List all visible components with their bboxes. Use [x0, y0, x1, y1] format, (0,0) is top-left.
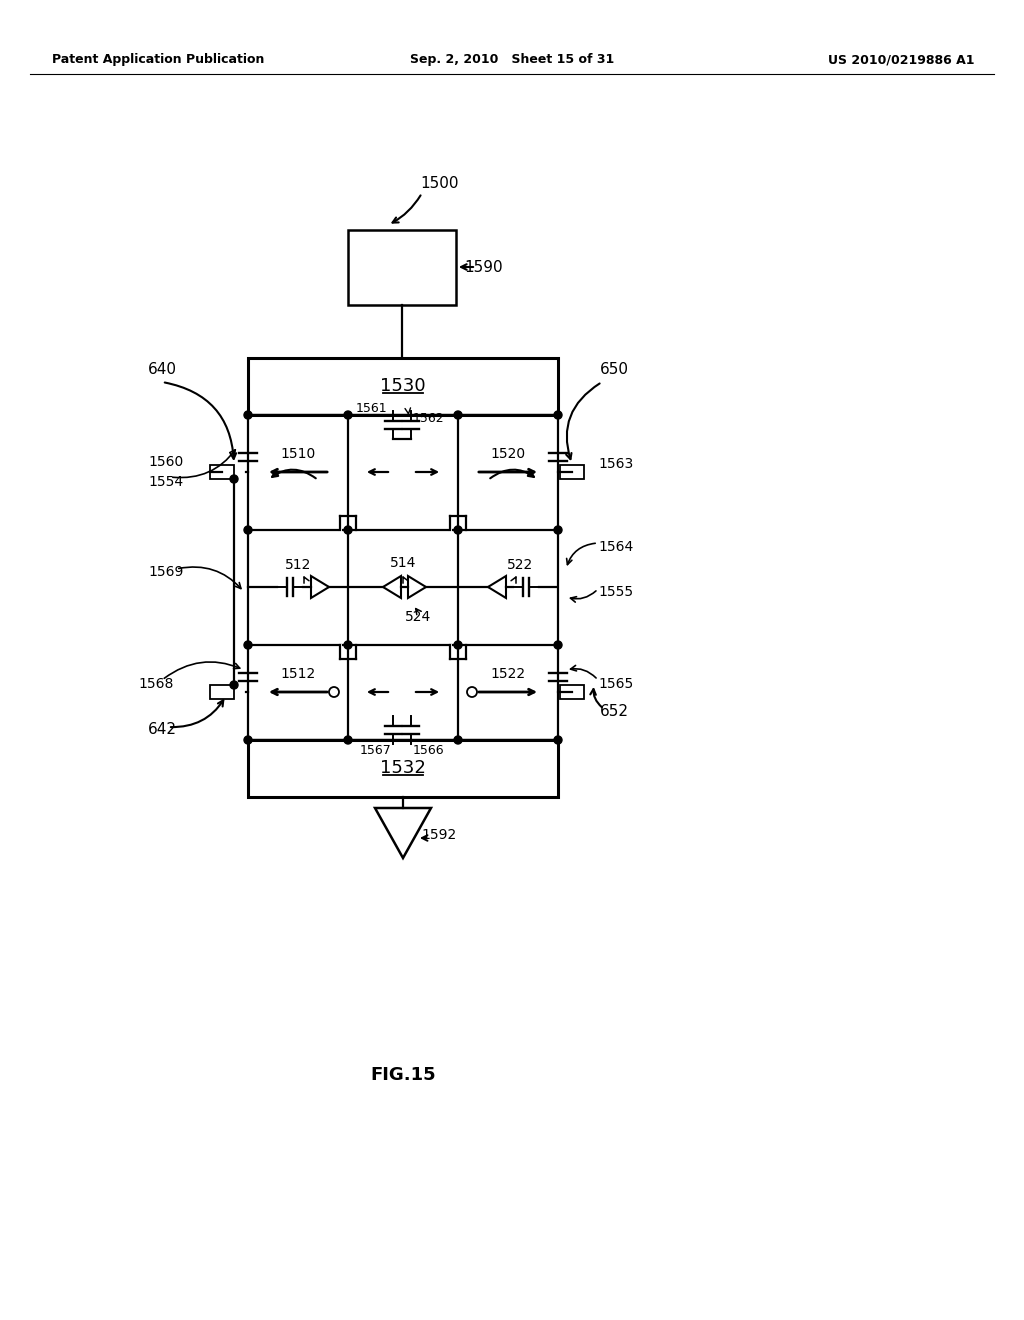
Text: 1500: 1500 [420, 176, 459, 190]
Circle shape [554, 525, 562, 535]
Circle shape [344, 642, 352, 649]
Circle shape [467, 686, 477, 697]
Text: 1564: 1564 [598, 540, 633, 554]
Text: 1560: 1560 [148, 455, 183, 469]
FancyBboxPatch shape [248, 741, 558, 797]
Circle shape [244, 411, 252, 418]
Text: 524: 524 [404, 610, 431, 624]
Circle shape [454, 737, 462, 744]
Circle shape [244, 642, 252, 649]
Text: 514: 514 [390, 556, 416, 570]
Text: 1555: 1555 [598, 585, 633, 599]
Text: 1530: 1530 [380, 378, 426, 395]
FancyBboxPatch shape [348, 230, 456, 305]
Text: 642: 642 [148, 722, 177, 738]
FancyBboxPatch shape [560, 465, 584, 479]
Text: 1510: 1510 [281, 447, 315, 461]
Text: 512: 512 [285, 558, 311, 572]
Text: 1565: 1565 [598, 677, 633, 690]
Text: 1512: 1512 [281, 667, 315, 681]
Text: 1563: 1563 [598, 457, 633, 471]
Text: 1592: 1592 [421, 828, 457, 842]
Circle shape [344, 737, 352, 744]
Text: FIG.15: FIG.15 [371, 1067, 436, 1084]
Text: 1568: 1568 [138, 677, 173, 690]
Circle shape [344, 411, 352, 418]
FancyBboxPatch shape [210, 685, 234, 700]
Text: 652: 652 [600, 705, 629, 719]
Text: 640: 640 [148, 363, 177, 378]
Circle shape [454, 411, 462, 418]
Circle shape [554, 737, 562, 744]
Circle shape [230, 475, 238, 483]
Text: 1562: 1562 [413, 412, 444, 425]
Circle shape [344, 525, 352, 535]
Circle shape [554, 642, 562, 649]
FancyBboxPatch shape [248, 358, 558, 414]
Circle shape [230, 681, 238, 689]
Text: 1520: 1520 [490, 447, 525, 461]
FancyBboxPatch shape [560, 685, 584, 700]
Text: 522: 522 [507, 558, 534, 572]
Circle shape [454, 525, 462, 535]
Text: Patent Application Publication: Patent Application Publication [52, 54, 264, 66]
Circle shape [244, 525, 252, 535]
Text: 1590: 1590 [464, 260, 503, 275]
Circle shape [244, 737, 252, 744]
Text: 650: 650 [600, 363, 629, 378]
Text: US 2010/0219886 A1: US 2010/0219886 A1 [828, 54, 975, 66]
Text: 1569: 1569 [148, 565, 183, 579]
Text: 1554: 1554 [148, 475, 183, 488]
Text: 1561: 1561 [355, 403, 387, 416]
FancyBboxPatch shape [210, 465, 234, 479]
Circle shape [454, 642, 462, 649]
Text: Sep. 2, 2010   Sheet 15 of 31: Sep. 2, 2010 Sheet 15 of 31 [410, 54, 614, 66]
Circle shape [554, 411, 562, 418]
Text: 1566: 1566 [413, 743, 444, 756]
Circle shape [329, 686, 339, 697]
Text: 1532: 1532 [380, 759, 426, 777]
Text: 1522: 1522 [490, 667, 525, 681]
Text: 1567: 1567 [359, 743, 391, 756]
